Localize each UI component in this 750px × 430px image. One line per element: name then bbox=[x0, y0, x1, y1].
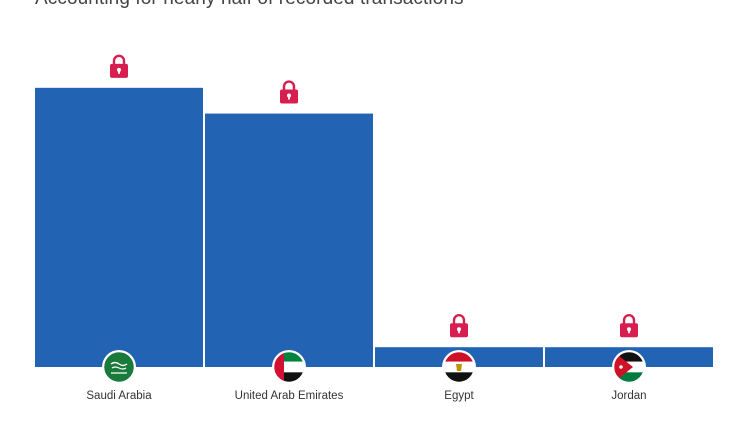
flag-united-arab-emirates-icon bbox=[272, 350, 306, 384]
category-label-egypt: Egypt bbox=[444, 390, 474, 402]
bar-saudi-arabia bbox=[35, 87, 203, 367]
category-label-jordan: Jordan bbox=[611, 390, 646, 402]
chart-subtitle: Accounting for nearly half of recorded t… bbox=[35, 0, 464, 10]
bars-layer bbox=[35, 87, 713, 367]
flag-saudi-arabia-icon bbox=[102, 350, 136, 384]
flag-jordan-icon bbox=[612, 350, 646, 384]
category-labels: Saudi Arabia United Arab Emirates Egypt Jor… bbox=[86, 390, 646, 402]
flags-layer bbox=[102, 350, 646, 384]
lock-icon-united-arab-emirates bbox=[280, 80, 298, 104]
bar-united-arab-emirates bbox=[205, 113, 373, 367]
category-label-united-arab-emirates: United Arab Emirates bbox=[235, 390, 344, 402]
flag-egypt-icon bbox=[442, 350, 476, 384]
locks-layer bbox=[110, 54, 638, 338]
lock-icon-saudi-arabia bbox=[110, 54, 128, 78]
lock-icon-jordan bbox=[620, 314, 638, 338]
lock-icon-egypt bbox=[450, 314, 468, 338]
category-label-saudi-arabia: Saudi Arabia bbox=[86, 390, 152, 402]
